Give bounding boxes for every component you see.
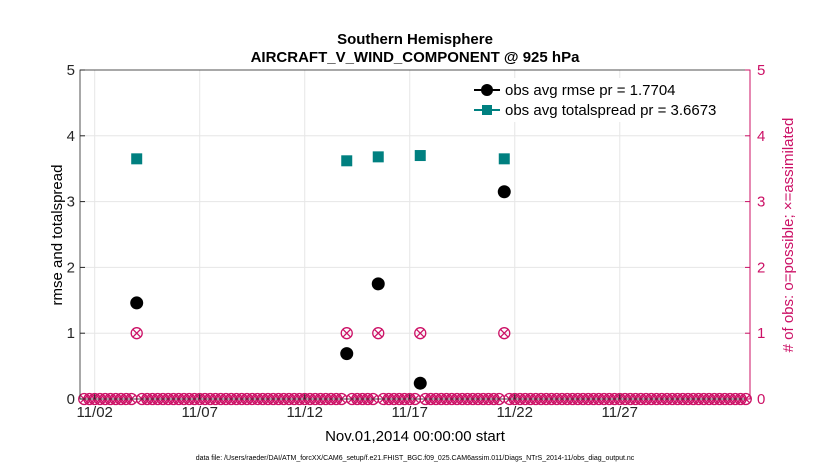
obs-count-marker-nonzero — [372, 327, 385, 340]
obs-assimilated-cross — [500, 329, 509, 338]
obs-assimilated-cross — [416, 329, 425, 338]
rmse-point — [340, 347, 354, 361]
rmse-point — [497, 185, 511, 199]
y2-tick-label: 4 — [757, 128, 765, 145]
x-tick-label: 11/12 — [287, 404, 323, 421]
legend-label-totalspread: obs avg totalspread pr = 3.6673 — [505, 102, 716, 119]
y2-tick-label: 5 — [757, 62, 765, 79]
chart-title: Southern Hemisphere — [337, 31, 493, 48]
obs-possible-circle — [498, 327, 511, 340]
obs-possible-circle — [340, 327, 353, 340]
x-tick-label: 11/22 — [497, 404, 533, 421]
legend-marker-totalspread — [482, 105, 492, 115]
rmse-point — [371, 277, 385, 291]
obs-assimilated-cross — [342, 329, 351, 338]
totalspread-point — [341, 155, 353, 167]
data-series — [130, 150, 511, 390]
rmse-point — [130, 296, 144, 310]
obs-count-marker-nonzero — [340, 327, 353, 340]
x-tick-label: 11/17 — [392, 404, 428, 421]
obs-count-marker-nonzero — [498, 327, 511, 340]
obs-assimilated-cross — [132, 329, 141, 338]
y-tick-label: 1 — [67, 325, 75, 342]
y-tick-label: 0 — [67, 391, 75, 408]
x-tick-label: 11/02 — [76, 404, 112, 421]
totalspread-point — [372, 151, 384, 163]
plot-area — [78, 69, 752, 406]
y2-tick-label: 2 — [757, 259, 765, 276]
x-axis-label: Nov.01,2014 00:00:00 start — [325, 428, 506, 445]
y-axis-label: rmse and totalspread — [49, 165, 66, 306]
obs-possible-circle — [130, 327, 143, 340]
y-tick-label: 3 — [67, 194, 75, 211]
totalspread-point — [414, 150, 426, 162]
obs-possible-circle — [372, 327, 385, 340]
obs-count-marker-nonzero — [414, 327, 427, 340]
y-tick-label: 5 — [67, 62, 75, 79]
x-tick-label: 11/27 — [602, 404, 638, 421]
totalspread-point — [131, 153, 143, 165]
rmse-point — [413, 376, 427, 390]
legend-box — [468, 78, 746, 122]
y2-tick-label: 3 — [757, 194, 765, 211]
plot-background — [80, 70, 750, 399]
y-axis-left: 0 1 2 3 4 5 — [67, 62, 85, 408]
data-file-footer: data file: /Users/raeder/DAI/ATM_forcXX/… — [196, 455, 635, 462]
chart-subtitle: AIRCRAFT_V_WIND_COMPONENT @ 925 hPa — [251, 49, 581, 66]
x-tick-label: 11/07 — [181, 404, 217, 421]
obs-assimilated-cross — [374, 329, 383, 338]
x-axis: 11/02 11/07 11/12 11/17 11/22 11/27 — [76, 394, 638, 421]
grid — [80, 70, 750, 399]
y-axis-right: 0 1 2 3 4 5 — [745, 62, 765, 408]
obs-count-marker-nonzero — [130, 327, 143, 340]
y-tick-label: 4 — [67, 128, 75, 145]
obs-possible-circle — [414, 327, 427, 340]
y-tick-label: 2 — [67, 259, 75, 276]
legend-marker-rmse — [481, 84, 493, 96]
totalspread-point — [498, 153, 510, 165]
y2-tick-label: 0 — [757, 391, 765, 408]
y2-axis-label: # of obs: o=possible; ×=assimilated — [780, 118, 797, 353]
legend-label-rmse: obs avg rmse pr = 1.7704 — [505, 82, 676, 99]
y2-tick-label: 1 — [757, 325, 765, 342]
legend: obs avg rmse pr = 1.7704 obs avg totalsp… — [468, 78, 746, 122]
